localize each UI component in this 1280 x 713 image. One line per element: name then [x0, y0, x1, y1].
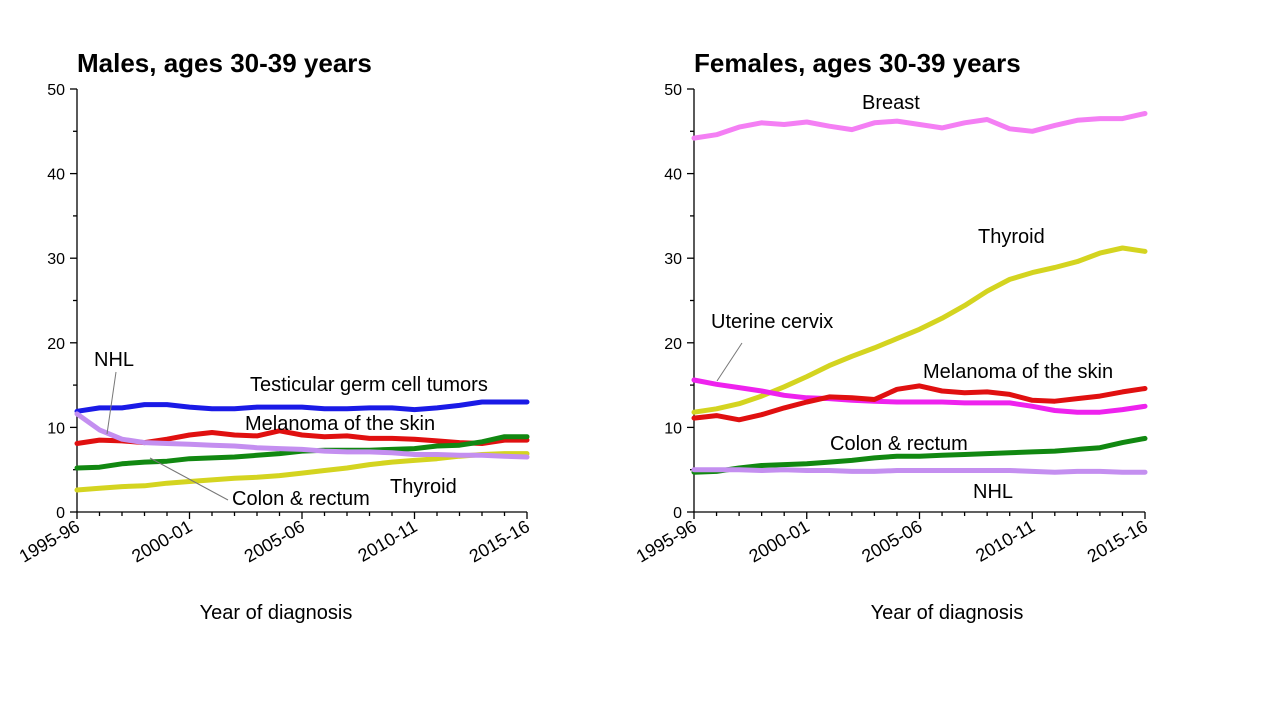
- y-tick-label: 0: [56, 505, 65, 522]
- x-tick-label: 2015-16: [1084, 516, 1151, 566]
- chart-title: Males, ages 30-39 years: [77, 48, 372, 78]
- series-line-nhl: [74, 411, 530, 460]
- x-tick-label: 2000-01: [128, 516, 195, 566]
- series-line-nhl: [691, 467, 1148, 475]
- x-tick-label: 2010-11: [972, 516, 1038, 566]
- series-line-testicular-germ-cell-tumors: [74, 399, 530, 414]
- x-tick-label: 2005-06: [858, 516, 925, 566]
- chart-title: Females, ages 30-39 years: [694, 48, 1021, 78]
- y-tick-label: 30: [47, 251, 65, 268]
- y-tick-label: 20: [664, 336, 682, 353]
- series-line-breast: [691, 111, 1148, 141]
- series-line-thyroid: [74, 451, 530, 493]
- x-tick-label: 1995-96: [633, 516, 700, 566]
- series-line-uterine-cervix: [691, 377, 1148, 415]
- x-axis-label: Year of diagnosis: [200, 602, 353, 624]
- series-annotation: Melanoma of the skin: [923, 361, 1113, 383]
- series-annotation: Melanoma of the skin: [245, 413, 435, 435]
- x-tick-label: 1995-96: [16, 516, 83, 566]
- x-tick-label: 2005-06: [241, 516, 308, 566]
- y-tick-label: 50: [664, 82, 682, 99]
- series-annotation: Thyroid: [390, 476, 457, 498]
- y-tick-label: 10: [47, 420, 65, 437]
- series-annotation: NHL: [973, 481, 1013, 503]
- chart-panel-1: Males, ages 30-39 years 0 10 20 30 40 50 1995-9…: [16, 48, 533, 624]
- x-tick-label: 2010-11: [354, 516, 420, 566]
- annotation-leader-line: [716, 342, 743, 382]
- series-annotation: Testicular germ cell tumors: [250, 374, 488, 396]
- series-annotation: Breast: [862, 92, 920, 114]
- annotation-leader-line: [149, 457, 229, 501]
- x-tick-label: 2000-01: [746, 516, 813, 566]
- y-tick-label: 40: [47, 167, 65, 184]
- y-tick-label: 50: [47, 82, 65, 99]
- series-annotation: Thyroid: [978, 226, 1045, 248]
- series-annotation: Colon & rectum: [232, 488, 370, 510]
- annotation-leader-line: [106, 371, 117, 435]
- y-tick-label: 40: [664, 167, 682, 184]
- y-tick-label: 0: [673, 505, 682, 522]
- series-line-melanoma-of-the-skin: [691, 383, 1148, 423]
- x-axis-label: Year of diagnosis: [871, 602, 1024, 624]
- series-annotation: NHL: [94, 349, 134, 371]
- x-tick-label: 2015-16: [466, 516, 533, 566]
- chart-panel-2: Females, ages 30-39 years 0 10 20 30 40 50 1995…: [633, 48, 1151, 624]
- y-tick-label: 10: [664, 420, 682, 437]
- y-tick-label: 30: [664, 251, 682, 268]
- y-tick-label: 20: [47, 336, 65, 353]
- series-line-colon-rectum: [691, 435, 1148, 475]
- series-annotation: Uterine cervix: [711, 311, 833, 333]
- series-annotation: Colon & rectum: [830, 433, 968, 455]
